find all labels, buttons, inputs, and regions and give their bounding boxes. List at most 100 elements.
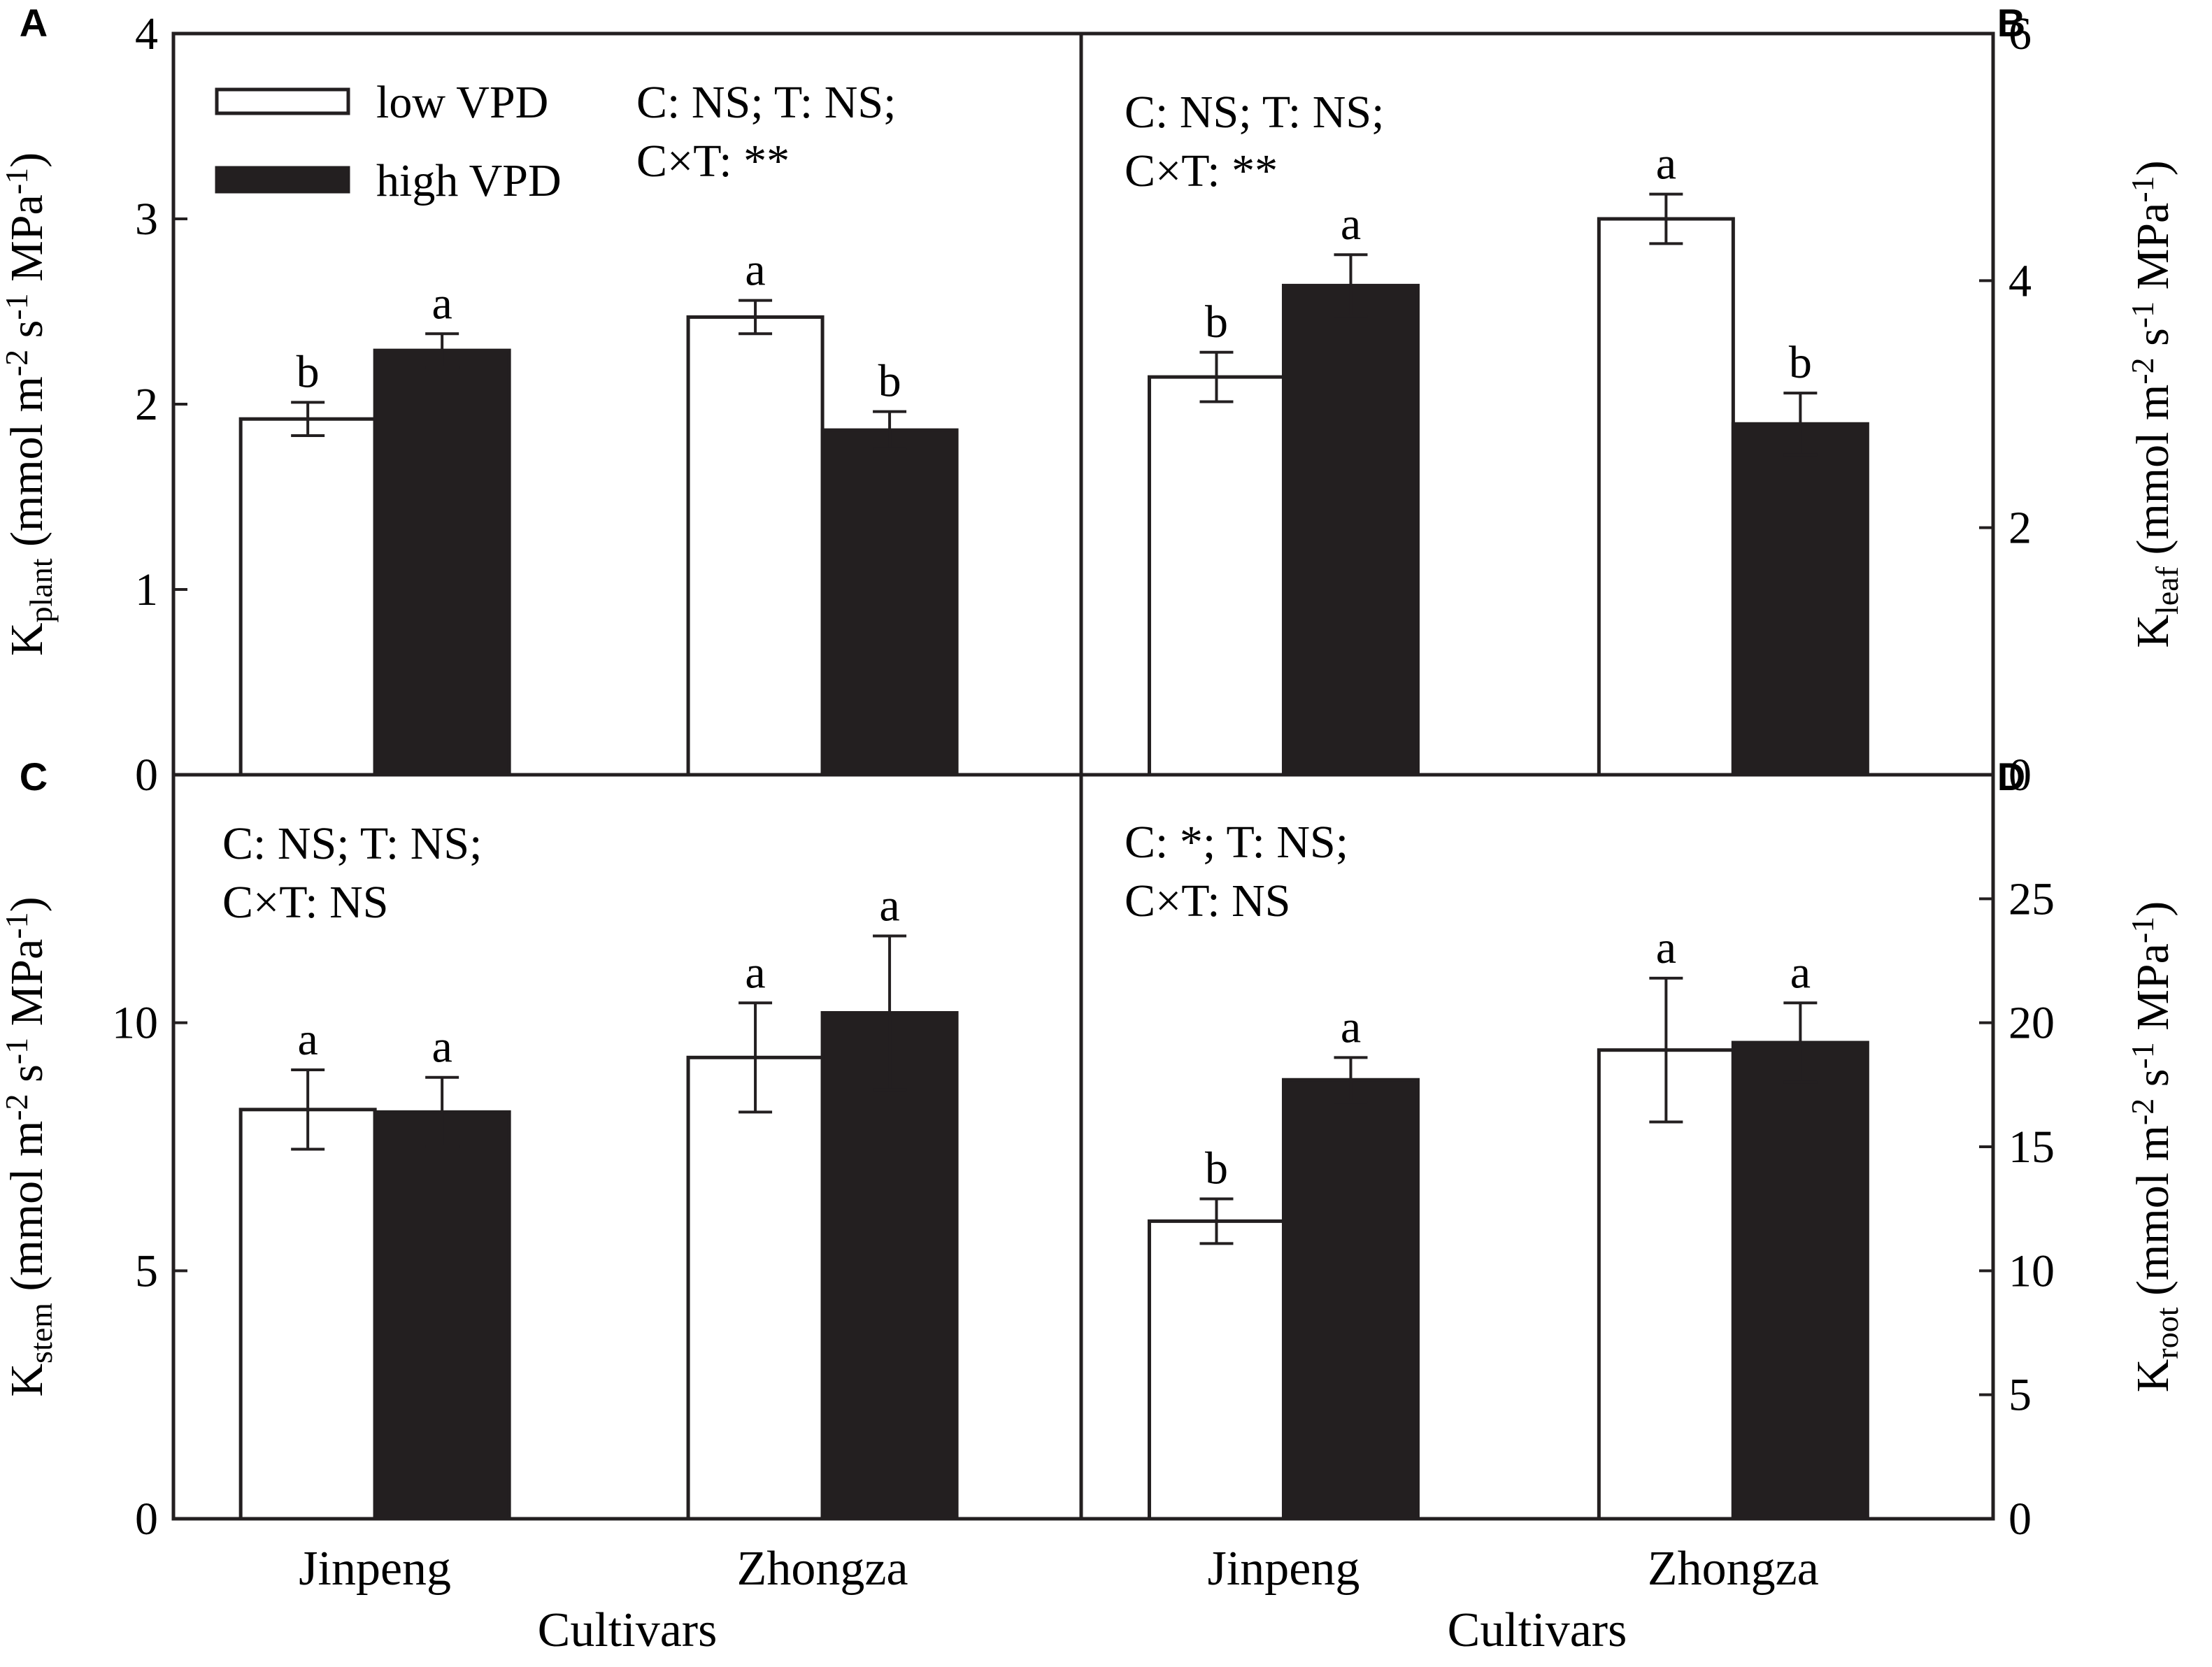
error-bar-c-zhongza-high-vpd xyxy=(873,934,907,1092)
significance-letter-a-jinpeng-high-vpd: a xyxy=(432,278,452,329)
bar-a-zhongza-low-vpd xyxy=(686,315,825,777)
y-tick-label-b-2: 2 xyxy=(2008,503,2032,554)
error-bar-a-zhongza-low-vpd xyxy=(738,299,773,336)
y-tick-label-a-0: 0 xyxy=(135,750,158,801)
panel-b: b a a b C: NS; T: NS; C×T: ** xyxy=(1125,87,1869,777)
significance-letter-a-jinpeng-low-vpd: b xyxy=(297,346,320,397)
y-tick-label-a-1: 1 xyxy=(135,564,158,615)
stats-annotation-d-line-2: C×T: NS xyxy=(1125,875,1290,926)
significance-letter-a-zhongza-high-vpd: b xyxy=(878,356,901,407)
y-tick-label-c-10: 10 xyxy=(112,998,158,1049)
bar-b-jinpeng-low-vpd xyxy=(1147,375,1285,777)
y-axis-title-units: s xyxy=(2127,1069,2178,1099)
legend-label-low-vpd: low VPD xyxy=(376,77,548,128)
y-axis-title-c: Kstem (mmol m-2 s-1 MPa-1) xyxy=(0,896,59,1396)
y-axis-title-units: ) xyxy=(2127,160,2178,176)
legend-swatch-low-vpd xyxy=(215,87,350,115)
bar-b-zhongza-high-vpd xyxy=(1731,422,1869,777)
significance-letter-c-jinpeng-low-vpd: a xyxy=(298,1014,318,1065)
y-tick-label-d-25: 25 xyxy=(2008,873,2055,924)
y-axis-title-exponent: -1 xyxy=(2125,301,2160,328)
significance-letter-b-jinpeng-low-vpd: b xyxy=(1205,296,1228,348)
bar-b-jinpeng-high-vpd xyxy=(1281,283,1420,777)
error-bar-d-jinpeng-high-vpd xyxy=(1334,1056,1368,1104)
y-axis-title-units: (mmol m xyxy=(1,376,52,558)
error-bar-a-jinpeng-high-vpd xyxy=(425,332,459,369)
stats-annotation-c-line-2: C×T: NS xyxy=(222,877,388,928)
y-axis-title-b: Kleaf (mmol m-2 s-1 MPa-1) xyxy=(2125,160,2184,648)
error-bar-c-jinpeng-high-vpd xyxy=(425,1075,459,1148)
panel-d: b a a a C: *; T: NS; C×T: NS xyxy=(1125,817,1869,1521)
y-axis-title-units: ) xyxy=(1,152,52,168)
stats-annotation-a-line-2: C×T: ** xyxy=(636,136,790,187)
bar-a-jinpeng-high-vpd xyxy=(373,348,511,777)
y-axis-title-units: s xyxy=(1,1064,52,1094)
legend-label-high-vpd: high VPD xyxy=(376,155,562,206)
error-bar-b-jinpeng-low-vpd xyxy=(1199,350,1234,403)
stats-annotation-d-line-1: C: *; T: NS; xyxy=(1125,817,1348,868)
y-axis-title-exponent: -2 xyxy=(2125,1099,2160,1125)
y-axis-title-subscript: plant xyxy=(23,558,59,622)
y-axis-title-units: s xyxy=(1,320,52,350)
bar-c-jinpeng-high-vpd xyxy=(373,1110,511,1521)
significance-letter-d-zhongza-low-vpd: a xyxy=(1656,922,1676,973)
y-axis-title-exponent: -1 xyxy=(0,168,34,194)
y-axis-title-units: MPa xyxy=(2127,203,2178,301)
y-axis-title-main: K xyxy=(1,1364,52,1397)
error-bar-a-zhongza-high-vpd xyxy=(873,410,907,450)
y-axis-title-exponent: -1 xyxy=(2125,917,2160,943)
y-axis-title-a: Kplant (mmol m-2 s-1 MPa-1) xyxy=(0,152,59,656)
panel-letter-a: A xyxy=(20,1,48,45)
y-tick-label-a-4: 4 xyxy=(135,8,158,59)
legend-swatch-high-vpd xyxy=(215,166,350,194)
y-axis-title-units: MPa xyxy=(1,939,52,1038)
y-axis-title-exponent: -1 xyxy=(0,1038,34,1064)
y-tick-label-b-6: 6 xyxy=(2008,8,2032,59)
y-tick-label-d-5: 5 xyxy=(2008,1370,2032,1421)
panel-a: b a a b C: NS; T: NS; C×T: ** xyxy=(238,77,959,777)
y-axis-title-units: ) xyxy=(2127,901,2178,917)
y-axis-title-main: K xyxy=(2127,615,2178,648)
bar-d-zhongza-high-vpd xyxy=(1731,1040,1869,1521)
error-bar-a-jinpeng-low-vpd xyxy=(291,401,325,438)
y-tick-label-c-5: 5 xyxy=(135,1245,158,1296)
y-axis-title-units: (mmol m xyxy=(2127,385,2178,566)
error-bar-c-zhongza-low-vpd xyxy=(738,1001,773,1114)
y-tick-label-d-20: 20 xyxy=(2008,998,2055,1049)
significance-letter-a-zhongza-low-vpd: a xyxy=(745,245,765,296)
bar-b-zhongza-low-vpd xyxy=(1597,217,1735,777)
stats-annotation-b-line-2: C×T: ** xyxy=(1125,145,1278,196)
y-axis-title-exponent: -2 xyxy=(2125,357,2160,384)
significance-letter-d-jinpeng-high-vpd: a xyxy=(1341,1001,1361,1052)
y-tick-label-b-4: 4 xyxy=(2008,255,2032,306)
panels-layer: b a a b C: NS; T: NS; C×T: ** b a a b C: NS; T: NS… xyxy=(222,77,1869,1521)
error-bar-d-zhongza-low-vpd xyxy=(1649,976,1683,1124)
error-bar-b-zhongza-high-vpd xyxy=(1783,392,1818,457)
y-axis-title-exponent: -1 xyxy=(2125,176,2160,202)
y-tick-label-d-0: 0 xyxy=(2008,1494,2032,1545)
y-axis-title-d: Kroot (mmol m-2 s-1 MPa-1) xyxy=(2125,901,2184,1392)
stats-annotation-a-line-1: C: NS; T: NS; xyxy=(636,77,896,128)
y-axis-title-subscript: leaf xyxy=(2149,566,2185,615)
y-tick-label-c-0: 0 xyxy=(135,1494,158,1545)
bar-d-jinpeng-high-vpd xyxy=(1281,1078,1420,1521)
significance-letter-b-jinpeng-high-vpd: a xyxy=(1341,199,1361,250)
y-axis-title-exponent: -1 xyxy=(2125,1042,2160,1068)
y-axis-title-subscript: root xyxy=(2149,1307,2185,1359)
bar-a-jinpeng-low-vpd xyxy=(238,417,377,777)
x-axis-title-c: Cultivars xyxy=(538,1603,718,1657)
y-axis-title-units: (mmol m xyxy=(1,1121,52,1303)
panel-c: a a a a C: NS; T: NS; C×T: NS xyxy=(222,818,959,1521)
y-axis-title-exponent: -1 xyxy=(0,912,34,938)
significance-letter-c-zhongza-low-vpd: a xyxy=(745,947,765,998)
frame-layer xyxy=(171,31,1995,1521)
y-tick-label-d-15: 15 xyxy=(2008,1122,2055,1173)
significance-letter-c-zhongza-high-vpd: a xyxy=(879,880,899,931)
panel-letter-d: D xyxy=(1997,754,2025,799)
significance-letter-c-jinpeng-high-vpd: a xyxy=(432,1022,452,1073)
y-axis-title-units: ) xyxy=(1,896,52,912)
x-tick-label-d-zhongza: Zhongza xyxy=(1648,1542,1819,1596)
error-bar-d-jinpeng-low-vpd xyxy=(1199,1197,1234,1245)
